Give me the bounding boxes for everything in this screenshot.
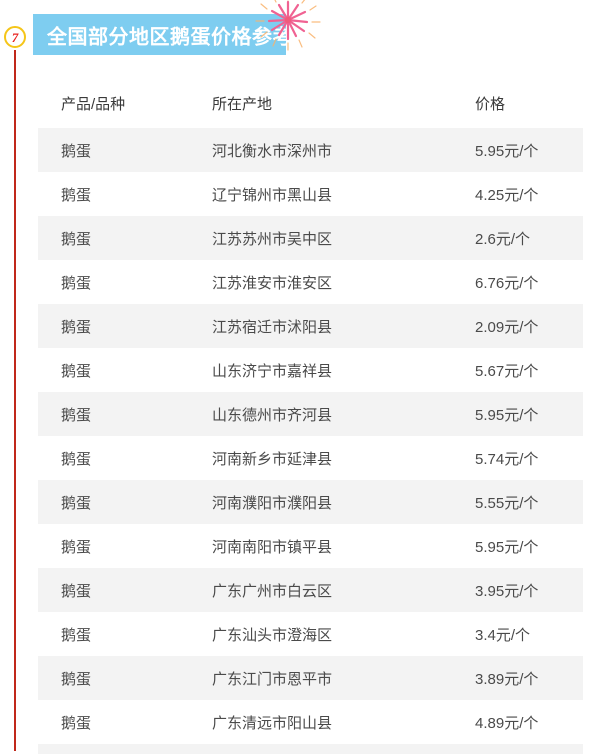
cell-product: 鹅蛋 xyxy=(61,626,92,644)
cell-product: 鹅蛋 xyxy=(61,406,92,424)
cell-product: 鹅蛋 xyxy=(61,362,92,380)
cell-price: 5.95元/个 xyxy=(475,538,539,556)
cell-product: 鹅蛋 xyxy=(61,318,92,336)
cell-origin: 广东清远市阳山县 xyxy=(212,714,333,732)
cell-origin: 河南濮阳市濮阳县 xyxy=(212,494,333,512)
column-header-origin: 所在产地 xyxy=(212,95,273,113)
cell-product: 鹅蛋 xyxy=(61,142,92,160)
table-row: 鹅蛋 广东清远市阳山县 4.89元/个 xyxy=(38,700,583,744)
cell-price: 4.25元/个 xyxy=(475,186,539,204)
cell-origin: 广东广州市白云区 xyxy=(212,582,333,600)
table-row: 鹅蛋 河南濮阳市濮阳县 5.55元/个 xyxy=(38,480,583,524)
cell-price: 2.09元/个 xyxy=(475,318,539,336)
section-banner: 全国部分地区鹅蛋价格参考 xyxy=(33,14,293,55)
cell-price: 5.74元/个 xyxy=(475,450,539,468)
cell-price: 3.4元/个 xyxy=(475,626,531,644)
cell-origin: 河南新乡市延津县 xyxy=(212,450,333,468)
cell-product: 鹅蛋 xyxy=(61,186,92,204)
cell-origin: 广东汕头市澄海区 xyxy=(212,626,333,644)
cell-price: 6.76元/个 xyxy=(475,274,539,292)
cell-price: 5.95元/个 xyxy=(475,406,539,424)
page-title: 全国部分地区鹅蛋价格参考 xyxy=(47,24,293,48)
table-row: 鹅蛋 广东汕头市澄海区 3.4元/个 xyxy=(38,612,583,656)
column-header-price: 价格 xyxy=(475,95,506,113)
column-header-product: 产品/品种 xyxy=(61,95,126,113)
cell-price: 2.6元/个 xyxy=(475,230,531,248)
cell-origin: 辽宁锦州市黑山县 xyxy=(212,186,333,204)
table-row: 鹅蛋 河南新乡市延津县 5.74元/个 xyxy=(38,436,583,480)
cell-origin: 江苏淮安市淮安区 xyxy=(212,274,333,292)
left-vertical-rule xyxy=(14,50,16,751)
table-row: 鹅蛋 江苏苏州市吴中区 2.6元/个 xyxy=(38,216,583,260)
table-row: 鹅蛋 山东德州市齐河县 5.95元/个 xyxy=(38,392,583,436)
cell-origin: 广东江门市恩平市 xyxy=(212,670,333,688)
table-row: 鹅蛋 河北衡水市深州市 5.95元/个 xyxy=(38,128,583,172)
cell-product: 鹅蛋 xyxy=(61,670,92,688)
cell-origin: 江苏苏州市吴中区 xyxy=(212,230,333,248)
cell-origin: 河南南阳市镇平县 xyxy=(212,538,333,556)
table-row: 鹅蛋 广东广州市白云区 3.95元/个 xyxy=(38,568,583,612)
cell-product: 鹅蛋 xyxy=(61,582,92,600)
cell-price: 4.89元/个 xyxy=(475,714,539,732)
cell-origin: 山东德州市齐河县 xyxy=(212,406,333,424)
table-row: 鹅蛋 广东江门市恩平市 3.89元/个 xyxy=(38,656,583,700)
cell-price: 3.95元/个 xyxy=(475,582,539,600)
cell-product: 鹅蛋 xyxy=(61,230,92,248)
table-header-row: 产品/品种 所在产地 价格 xyxy=(38,78,583,128)
section-number: 7 xyxy=(11,29,19,45)
table-row: 鹅蛋 江苏淮安市淮安区 6.76元/个 xyxy=(38,260,583,304)
cell-origin: 河北衡水市深州市 xyxy=(212,142,333,160)
cell-product: 鹅蛋 xyxy=(61,538,92,556)
table-row-partial xyxy=(38,744,583,754)
table-row: 鹅蛋 辽宁锦州市黑山县 4.25元/个 xyxy=(38,172,583,216)
cell-product: 鹅蛋 xyxy=(61,714,92,732)
table-row: 鹅蛋 江苏宿迁市沭阳县 2.09元/个 xyxy=(38,304,583,348)
cell-price: 3.89元/个 xyxy=(475,670,539,688)
cell-price: 5.95元/个 xyxy=(475,142,539,160)
cell-origin: 江苏宿迁市沭阳县 xyxy=(212,318,333,336)
cell-price: 5.67元/个 xyxy=(475,362,539,380)
cell-product: 鹅蛋 xyxy=(61,494,92,512)
price-table: 产品/品种 所在产地 价格 鹅蛋 河北衡水市深州市 5.95元/个 鹅蛋 辽宁锦… xyxy=(38,78,583,754)
table-row: 鹅蛋 河南南阳市镇平县 5.95元/个 xyxy=(38,524,583,568)
table-row: 鹅蛋 山东济宁市嘉祥县 5.67元/个 xyxy=(38,348,583,392)
cell-price: 5.55元/个 xyxy=(475,494,539,512)
cell-product: 鹅蛋 xyxy=(61,450,92,468)
cell-origin: 山东济宁市嘉祥县 xyxy=(212,362,333,380)
cell-product: 鹅蛋 xyxy=(61,274,92,292)
section-number-badge: 7 xyxy=(4,26,26,48)
